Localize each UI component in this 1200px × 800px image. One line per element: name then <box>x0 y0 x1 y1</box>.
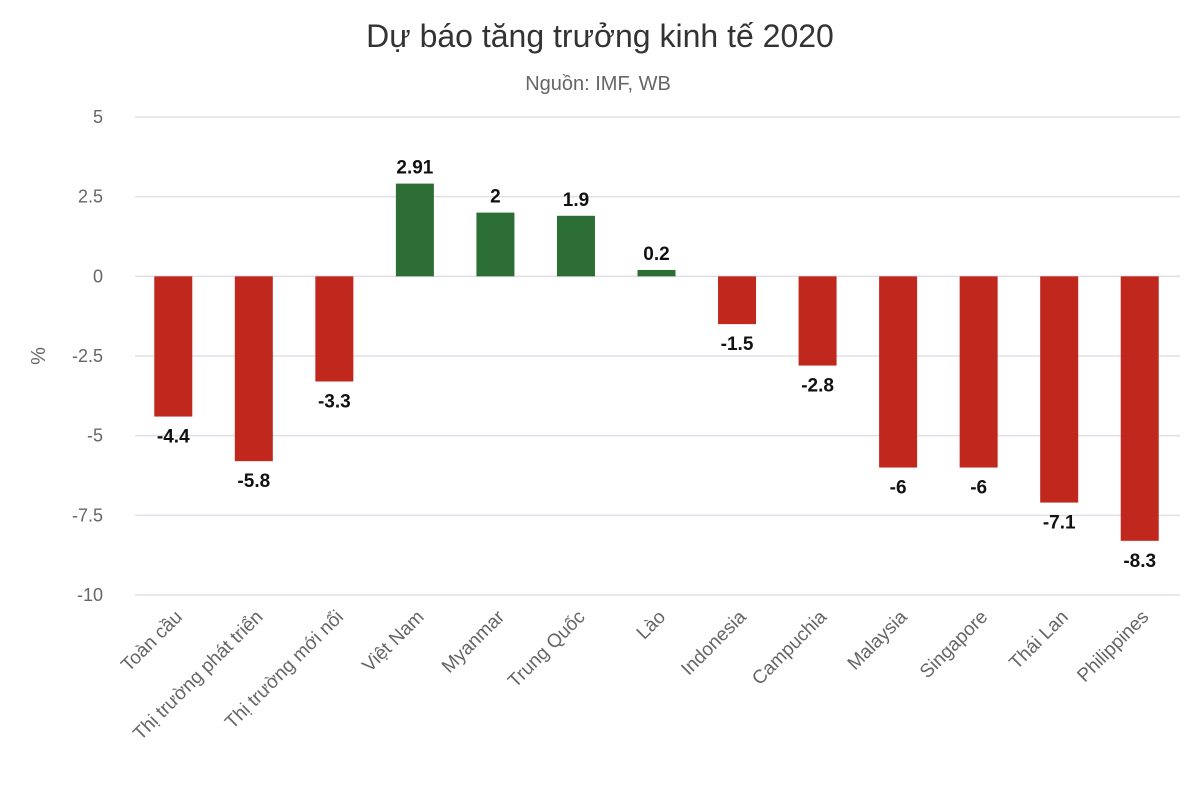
bar <box>959 276 998 468</box>
y-tick-label: -5 <box>87 426 103 446</box>
x-tick-label: Trung Quốc <box>504 607 589 692</box>
data-label: -8.3 <box>1123 551 1156 572</box>
y-tick-label: 5 <box>93 107 103 127</box>
x-tick-label: Philippines <box>1073 607 1153 687</box>
bar <box>154 276 193 417</box>
bar <box>476 212 515 277</box>
data-label: -3.3 <box>318 391 351 412</box>
x-tick-label: Myanmar <box>438 606 509 677</box>
bar <box>234 276 273 462</box>
x-tick-label: Malaysia <box>844 606 912 674</box>
data-label: -6 <box>970 478 987 499</box>
data-label: -5.8 <box>237 471 270 492</box>
bar <box>798 276 837 366</box>
bar <box>395 183 434 277</box>
bar <box>1040 276 1079 503</box>
y-tick-label: 2.5 <box>78 187 103 207</box>
bar <box>718 276 757 325</box>
data-label: 2.91 <box>396 158 433 179</box>
x-tick-label: Việt Nam <box>359 607 429 677</box>
y-tick-label: -2.5 <box>72 346 103 366</box>
x-tick-label: Lào <box>633 607 670 644</box>
bar <box>1120 276 1159 541</box>
x-tick-label: Thái Lan <box>1006 607 1073 674</box>
y-axis-label: % <box>28 347 50 365</box>
y-tick-label: -10 <box>77 585 103 605</box>
data-label: -2.8 <box>801 376 834 397</box>
data-label: -1.5 <box>721 334 754 355</box>
bar <box>879 276 918 468</box>
data-label: 2 <box>490 187 501 208</box>
data-label: 1.9 <box>563 190 589 211</box>
bar <box>556 215 595 277</box>
bar <box>315 276 354 382</box>
x-tick-label: Singapore <box>916 607 992 683</box>
y-tick-label: -7.5 <box>72 505 103 525</box>
x-tick-label: Toàn cầu <box>117 607 186 676</box>
chart-title: Dự báo tăng trưởng kinh tế 2020 <box>366 18 834 54</box>
x-tick-label: Indonesia <box>677 606 750 679</box>
data-label: -4.4 <box>157 427 190 448</box>
x-tick-label: Campuchia <box>748 606 831 689</box>
y-tick-label: 0 <box>93 266 103 286</box>
bar <box>637 269 676 277</box>
chart-subtitle: Nguồn: IMF, WB <box>525 73 671 95</box>
data-label: 0.2 <box>643 244 669 265</box>
data-label: -6 <box>890 478 907 499</box>
data-label: -7.1 <box>1043 513 1076 534</box>
